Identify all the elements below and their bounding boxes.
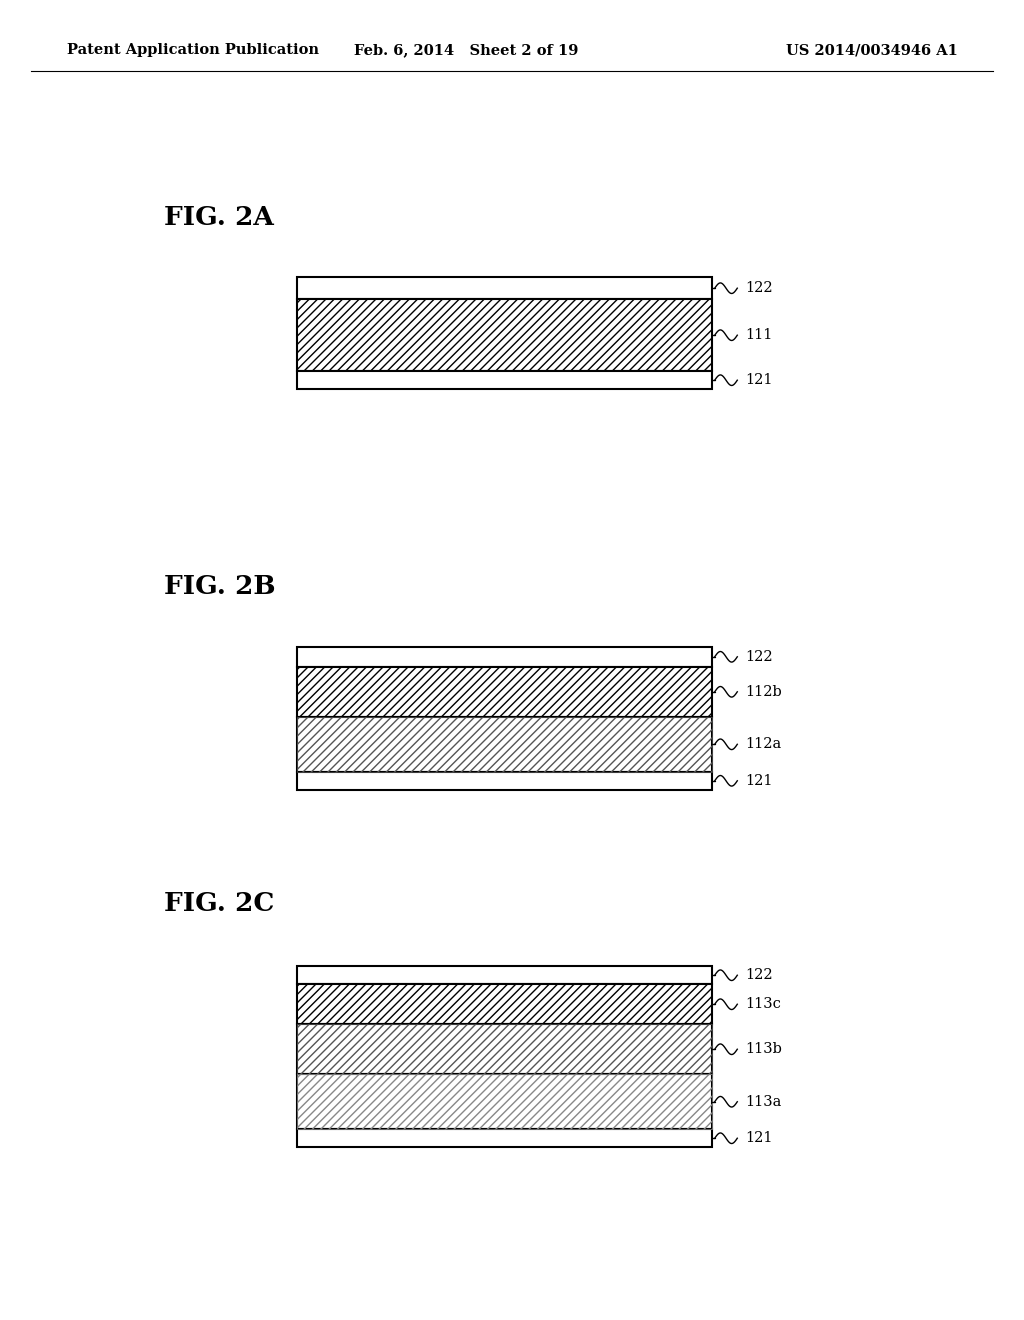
Text: Patent Application Publication: Patent Application Publication [67, 44, 318, 57]
Text: 111: 111 [745, 329, 773, 342]
Bar [297, 772, 712, 789]
Text: FIG. 2B: FIG. 2B [164, 574, 275, 599]
Text: 122: 122 [745, 281, 773, 296]
Bar [297, 1129, 712, 1147]
Text: 113c: 113c [745, 997, 781, 1011]
Bar [297, 277, 712, 300]
Text: US 2014/0034946 A1: US 2014/0034946 A1 [785, 44, 957, 57]
Text: 113a: 113a [745, 1094, 782, 1109]
Text: 112b: 112b [745, 685, 782, 698]
Text: 113b: 113b [745, 1043, 782, 1056]
Text: 122: 122 [745, 969, 773, 982]
Bar [297, 371, 712, 389]
Bar [297, 647, 712, 667]
Bar [297, 300, 712, 371]
Bar [297, 667, 712, 717]
Text: 121: 121 [745, 1131, 773, 1146]
Text: FIG. 2A: FIG. 2A [164, 205, 273, 230]
Bar [297, 1074, 712, 1129]
Bar [297, 1024, 712, 1074]
Text: FIG. 2C: FIG. 2C [164, 891, 274, 916]
Bar [297, 1024, 712, 1074]
Bar [297, 966, 712, 985]
Bar [297, 717, 712, 772]
Text: 121: 121 [745, 774, 773, 788]
Bar [297, 985, 712, 1024]
Text: 122: 122 [745, 649, 773, 664]
Text: Feb. 6, 2014   Sheet 2 of 19: Feb. 6, 2014 Sheet 2 of 19 [353, 44, 579, 57]
Bar [297, 667, 712, 717]
Text: 112a: 112a [745, 738, 781, 751]
Text: 121: 121 [745, 374, 773, 387]
Bar [297, 300, 712, 371]
Bar [297, 717, 712, 772]
Bar [297, 985, 712, 1024]
Bar [297, 1074, 712, 1129]
